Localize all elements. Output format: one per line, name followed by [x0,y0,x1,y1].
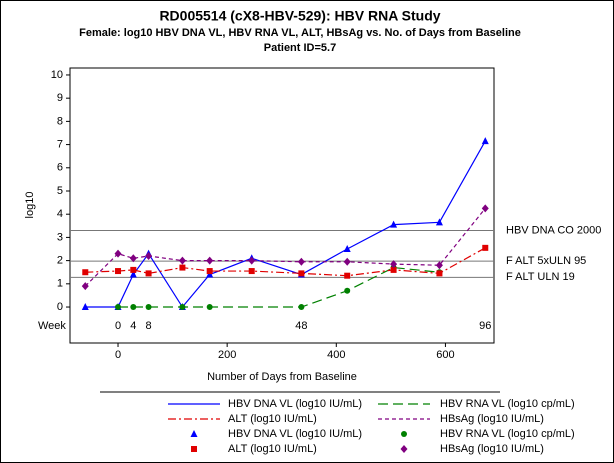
marker [248,268,255,275]
marker [297,257,305,266]
marker [115,268,122,275]
legend-label: HBV DNA VL (log10 IU/mL) [228,398,362,410]
marker [129,254,137,263]
x-tick-label: 600 [436,349,454,361]
legend-label: HBsAg (log10 IU/mL) [440,413,544,425]
marker [145,270,152,277]
x-tick-label: 200 [218,349,236,361]
marker [81,303,89,311]
legend-label: HBV RNA VL (log10 cp/mL) [440,428,575,440]
chart-subtitle: Patient ID=5.7 [264,42,336,54]
marker [400,445,408,453]
legend-label: HBV DNA VL (log10 IU/mL) [228,428,362,440]
marker [130,304,137,311]
marker [344,272,351,279]
week-tick-label: 0 [115,320,121,332]
y-tick-label: 1 [57,278,63,290]
marker [481,204,489,213]
week-tick-label: 48 [295,320,307,332]
marker [390,266,397,273]
marker [435,218,443,226]
legend-label: HBV RNA VL (log10 cp/mL) [440,398,575,410]
marker [179,304,186,311]
marker [390,260,398,269]
marker [81,282,89,291]
marker [178,256,186,265]
chart-subtitle: Female: log10 HBV DNA VL, HBV RNA VL, AL… [79,27,521,39]
marker [206,256,214,265]
y-tick-label: 6 [57,162,63,174]
legend-label: HBsAg (log10 IU/mL) [440,443,544,455]
reference-label: F ALT ULN 19 [506,271,575,283]
marker [191,446,197,452]
legend-label: ALT (log10 IU/mL) [228,443,317,455]
marker [435,261,443,270]
y-tick-label: 5 [57,185,63,197]
marker [344,287,351,294]
marker [298,304,305,311]
marker [206,304,213,311]
marker [248,256,256,265]
marker [481,137,489,145]
marker [145,304,152,311]
week-tick-label: 96 [479,320,491,332]
marker [482,244,489,251]
marker [436,270,443,277]
y-tick-label: 9 [57,92,63,104]
plot-frame [69,67,495,344]
marker [114,249,122,258]
week-tick-label: 4 [130,320,136,332]
x-tick-label: 0 [115,349,121,361]
series-line [85,140,486,309]
y-tick-label: 3 [57,231,63,243]
chart-title: RD005514 (cX8-HBV-529): HBV RNA Study [159,8,440,24]
legend-label: ALT (log10 IU/mL) [228,413,317,425]
marker [401,431,407,437]
marker [115,304,122,311]
y-tick-label: 8 [57,115,63,127]
marker [130,266,137,273]
series-line [85,247,486,277]
y-tick-label: 4 [57,208,63,220]
marker [343,257,351,266]
marker [82,269,89,276]
marker [179,264,186,271]
x-tick-label: 400 [327,349,345,361]
marker [390,220,398,228]
marker [343,245,351,253]
series-line [84,208,486,287]
reference-label: F ALT 5xULN 95 [506,255,586,267]
marker [206,268,213,275]
y-axis-label: log10 [24,192,36,219]
x-axis-label: Number of Days from Baseline [207,371,357,383]
marker [129,270,137,278]
series-line [118,266,440,308]
marker [190,430,198,437]
marker [145,251,153,260]
y-tick-label: 2 [57,255,63,267]
y-tick-label: 7 [57,138,63,150]
week-tick-label: 8 [146,320,152,332]
reference-label: HBV DNA CO 2000 [506,224,601,236]
week-label: Week [38,320,66,332]
marker [298,270,305,277]
y-tick-label: 0 [57,301,63,313]
y-tick-label: 10 [51,69,63,81]
